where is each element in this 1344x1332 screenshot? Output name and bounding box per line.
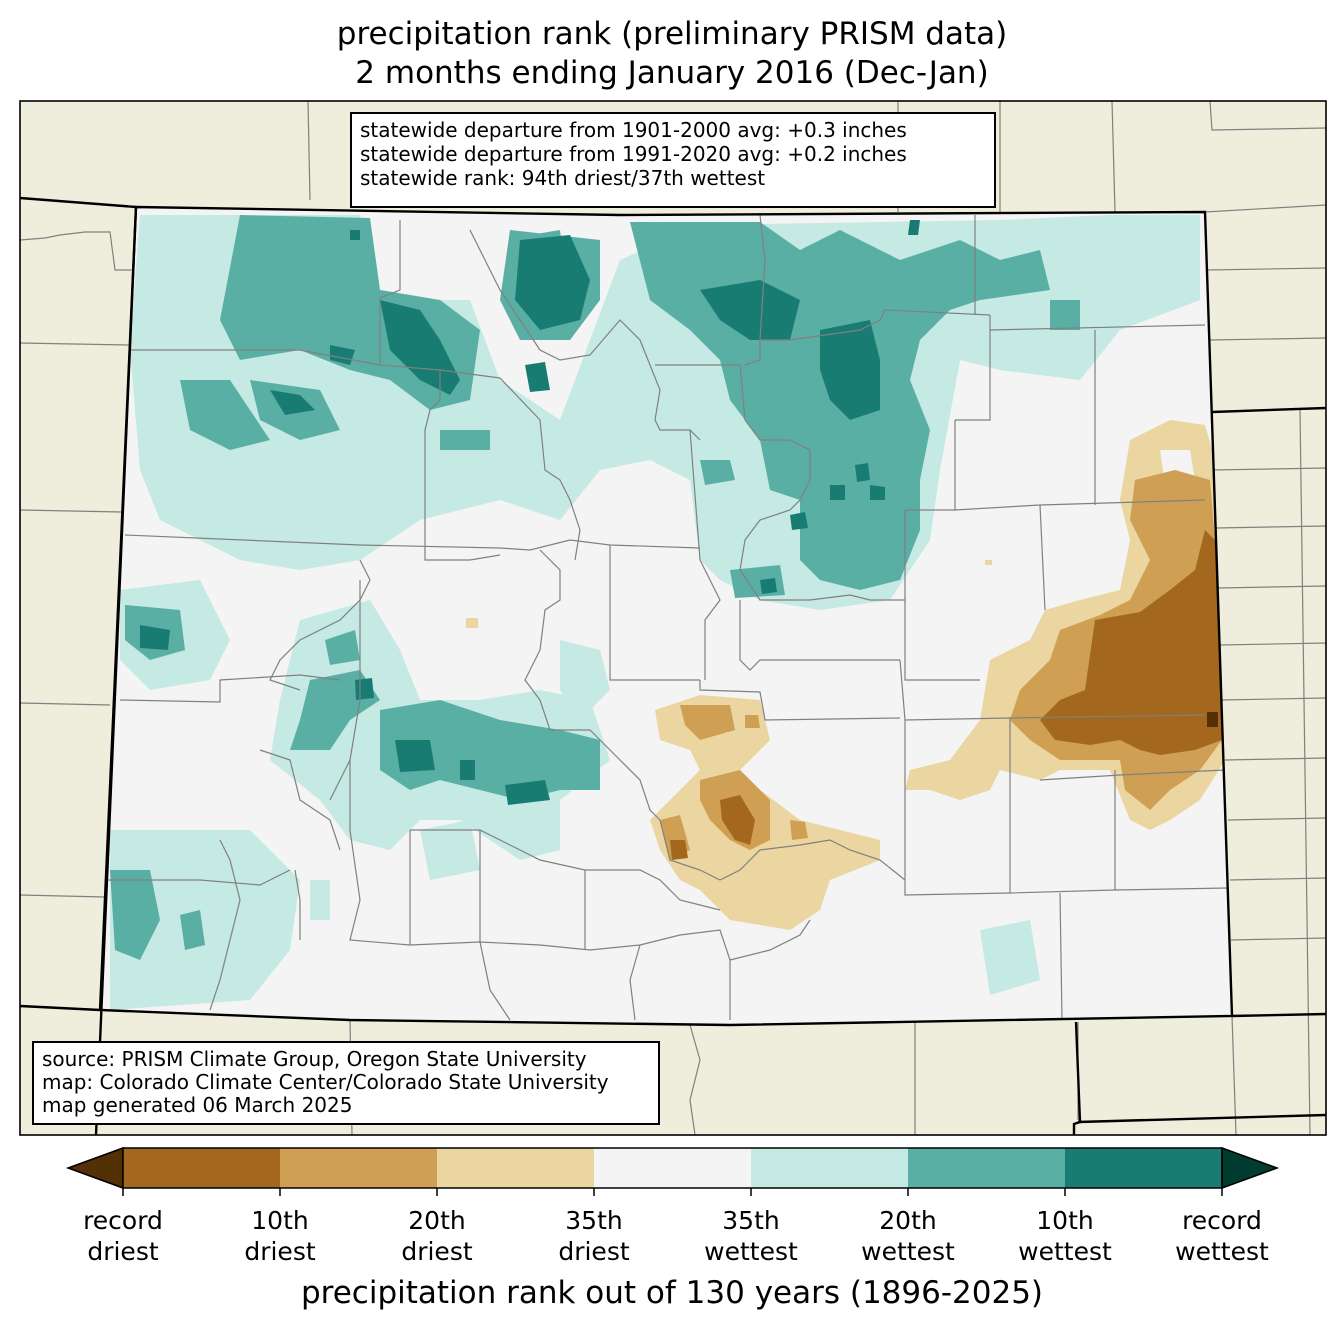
map-title-line-1: precipitation rank (preliminary PRISM da… bbox=[336, 16, 1008, 52]
stats-line-2: statewide departure from 1991-2020 avg: … bbox=[360, 142, 907, 166]
colorbar-extend-high bbox=[1221, 1146, 1280, 1190]
map-frame-border bbox=[19, 100, 1327, 1136]
colorbar-tick-label-1: 10th driest bbox=[244, 1206, 316, 1266]
source-line-2: map: Colorado Climate Center/Colorado St… bbox=[42, 1070, 609, 1094]
colorbar-segment-6 bbox=[1065, 1148, 1222, 1188]
colorbar-segment-2 bbox=[437, 1148, 594, 1188]
colorbar-outline bbox=[122, 1147, 1223, 1189]
colorbar-tick-label-6: 10th wettest bbox=[1018, 1206, 1112, 1266]
colorbar-segment-3 bbox=[594, 1148, 751, 1188]
colorbar-segment-0 bbox=[123, 1148, 280, 1188]
stats-line-3: statewide rank: 94th driest/37th wettest bbox=[360, 166, 766, 190]
colorbar-tick-label-0: record driest bbox=[83, 1206, 163, 1266]
colorbar-tick-label-5: 20th wettest bbox=[861, 1206, 955, 1266]
stats-line-1: statewide departure from 1901-2000 avg: … bbox=[360, 118, 907, 142]
colorbar-tick-label-2: 20th driest bbox=[401, 1206, 473, 1266]
colorado-precip-field bbox=[100, 207, 1232, 1025]
source-line-1: source: PRISM Climate Group, Oregon Stat… bbox=[42, 1047, 587, 1071]
colorbar-segment-1 bbox=[280, 1148, 437, 1188]
source-box: source: PRISM Climate Group, Oregon Stat… bbox=[32, 1041, 660, 1125]
neighbor-county-lines bbox=[20, 101, 1326, 1135]
colorbar-segment-4 bbox=[751, 1148, 908, 1188]
colorbar-segment-5 bbox=[908, 1148, 1065, 1188]
source-line-3: map generated 06 March 2025 bbox=[42, 1093, 353, 1117]
colorbar-extend-low bbox=[65, 1146, 124, 1190]
statewide-stats-box: statewide departure from 1901-2000 avg: … bbox=[350, 112, 996, 208]
colorbar-tick-label-3: 35th driest bbox=[558, 1206, 630, 1266]
colorbar-title: precipitation rank out of 130 years (189… bbox=[300, 1275, 1044, 1311]
map-title-line-2: 2 months ending January 2016 (Dec-Jan) bbox=[355, 55, 989, 91]
state-boundaries bbox=[20, 196, 1326, 1135]
colorbar-tick-label-7: record wettest bbox=[1175, 1206, 1269, 1266]
colorbar bbox=[65, 1146, 1280, 1196]
colorbar-tick-label-4: 35th wettest bbox=[704, 1206, 798, 1266]
